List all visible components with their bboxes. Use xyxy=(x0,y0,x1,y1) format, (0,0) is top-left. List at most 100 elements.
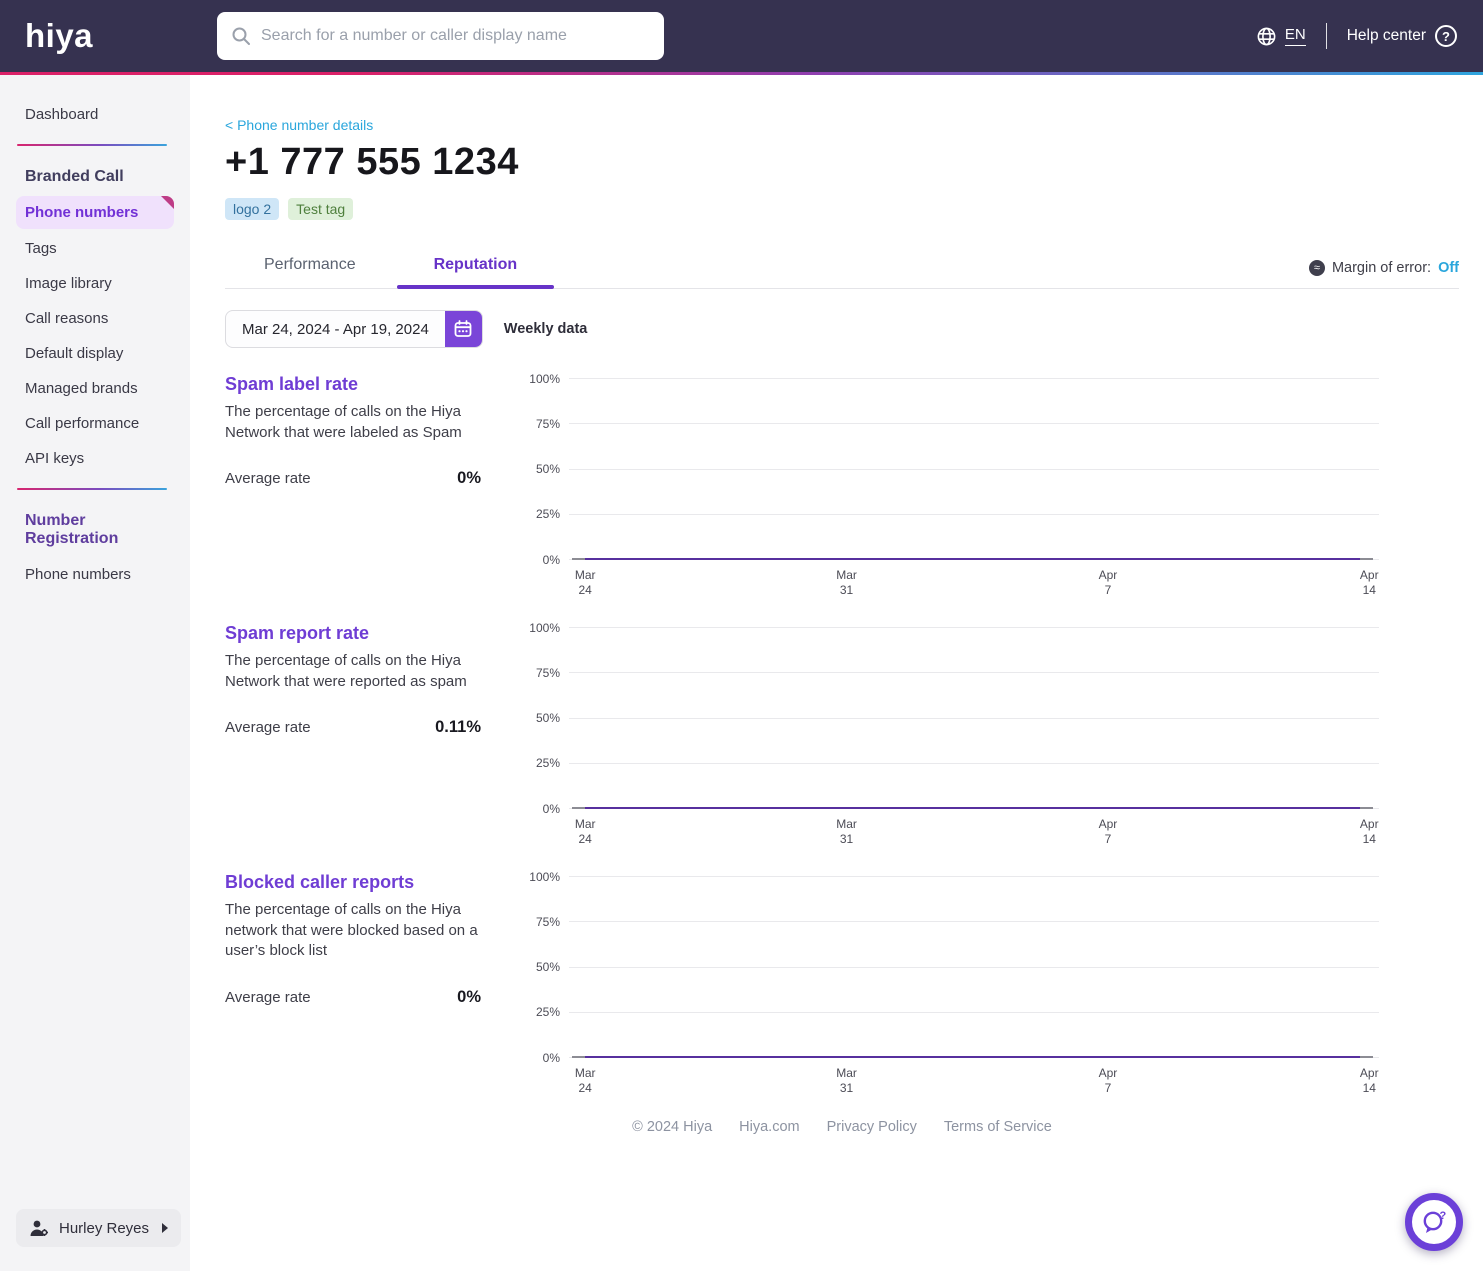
sidebar-item-call-performance[interactable]: Call performance xyxy=(0,406,190,441)
tab-reputation[interactable]: Reputation xyxy=(395,246,557,288)
x-axis-label: Apr14 xyxy=(1360,568,1379,598)
x-axis-label: Apr7 xyxy=(1099,1066,1118,1096)
x-axis-label: Apr7 xyxy=(1099,568,1118,598)
y-axis-label: 0% xyxy=(543,802,560,816)
gridline: 75% xyxy=(569,672,1379,673)
margin-of-error-toggle[interactable]: ≈ Margin of error: Off xyxy=(1309,260,1459,288)
x-axis-label: Apr14 xyxy=(1360,817,1379,847)
section-description: The percentage of calls on the Hiya Netw… xyxy=(225,651,481,692)
section-description: The percentage of calls on the Hiya netw… xyxy=(225,900,481,962)
y-axis-label: 100% xyxy=(529,621,560,635)
top-bar: hiya EN Help center ? xyxy=(0,0,1483,72)
gridline: 50% xyxy=(569,469,1379,470)
search-input[interactable] xyxy=(261,27,650,45)
average-rate-value: 0.11% xyxy=(435,718,481,737)
y-axis-label: 50% xyxy=(536,960,560,974)
gridline: 100% xyxy=(569,876,1379,877)
user-settings-icon xyxy=(29,1219,50,1238)
margin-of-error-label: Margin of error: xyxy=(1332,260,1431,276)
section-spam-label-rate: Spam label rate The percentage of calls … xyxy=(225,372,1459,559)
x-axis-label: Mar24 xyxy=(575,817,596,847)
report-sections: Spam label rate The percentage of calls … xyxy=(225,372,1459,1057)
date-range-value[interactable]: Mar 24, 2024 - Apr 19, 2024 xyxy=(226,311,445,347)
chart-blocked-caller-reports: 100%75%50%25%0%Mar24Mar31Apr7Apr14 xyxy=(569,870,1459,1057)
y-axis-label: 100% xyxy=(529,372,560,386)
tag-test-tag[interactable]: Test tag xyxy=(288,198,353,220)
chart-line xyxy=(572,807,1373,810)
sidebar-item-registration-phone-numbers[interactable]: Phone numbers xyxy=(0,557,190,592)
y-axis-label: 25% xyxy=(536,756,560,770)
x-axis-label: Mar31 xyxy=(836,568,857,598)
gridline: 100% xyxy=(569,627,1379,628)
sidebar-item-api-keys[interactable]: API keys xyxy=(0,441,190,476)
user-menu[interactable]: Hurley Reyes xyxy=(16,1209,181,1247)
page-title: +1 777 555 1234 xyxy=(225,141,1459,184)
language-selector[interactable]: EN xyxy=(1256,26,1306,47)
calendar-button[interactable] xyxy=(445,311,482,347)
expand-arrow-icon[interactable] xyxy=(162,1223,168,1233)
section-title: Spam report rate xyxy=(225,623,481,644)
gridline: 75% xyxy=(569,921,1379,922)
search-icon xyxy=(231,26,251,46)
tab-performance[interactable]: Performance xyxy=(225,246,395,288)
sidebar-heading-branded-call: Branded Call xyxy=(0,160,190,194)
gridline: 100% xyxy=(569,378,1379,379)
tab-bar: Performance Reputation ≈ Margin of error… xyxy=(225,246,1459,289)
header-actions: EN Help center ? xyxy=(1256,0,1457,72)
y-axis-label: 75% xyxy=(536,915,560,929)
language-label[interactable]: EN xyxy=(1285,26,1306,46)
date-controls: Mar 24, 2024 - Apr 19, 2024 Weekly data xyxy=(225,310,1459,348)
help-center-link[interactable]: Help center ? xyxy=(1347,25,1457,47)
x-axis-label: Mar31 xyxy=(836,1066,857,1096)
line-chart: 100%75%50%25%0%Mar24Mar31Apr7Apr14 xyxy=(569,378,1379,559)
sidebar-item-phone-numbers[interactable]: Phone numbers xyxy=(16,196,174,229)
sidebar-item-call-reasons[interactable]: Call reasons xyxy=(0,301,190,336)
y-axis-label: 0% xyxy=(543,553,560,567)
main-content: < Phone number details +1 777 555 1234 l… xyxy=(190,75,1483,1271)
sidebar-item-managed-brands[interactable]: Managed brands xyxy=(0,371,190,406)
y-axis-label: 25% xyxy=(536,507,560,521)
gridline: 50% xyxy=(569,718,1379,719)
gridline: 75% xyxy=(569,423,1379,424)
gridline: 25% xyxy=(569,1012,1379,1013)
y-axis-label: 0% xyxy=(543,1051,560,1065)
sidebar-item-default-display[interactable]: Default display xyxy=(0,336,190,371)
header-accent-bar xyxy=(0,72,1483,75)
chart-spam-report-rate: 100%75%50%25%0%Mar24Mar31Apr7Apr14 xyxy=(569,621,1459,808)
average-rate-label: Average rate xyxy=(225,719,311,736)
footer-link-terms-of-service[interactable]: Terms of Service xyxy=(944,1119,1052,1135)
section-spam-report-rate: Spam report rate The percentage of calls… xyxy=(225,621,1459,808)
x-axis-label: Mar24 xyxy=(575,1066,596,1096)
sidebar-item-dashboard[interactable]: Dashboard xyxy=(0,97,190,132)
y-axis-label: 50% xyxy=(536,462,560,476)
tag-logo-2[interactable]: logo 2 xyxy=(225,198,279,220)
header-divider xyxy=(1326,23,1327,49)
date-range-picker[interactable]: Mar 24, 2024 - Apr 19, 2024 xyxy=(225,310,483,348)
average-rate-label: Average rate xyxy=(225,989,311,1006)
sidebar-item-image-library[interactable]: Image library xyxy=(0,266,190,301)
margin-of-error-value[interactable]: Off xyxy=(1438,260,1459,276)
approx-circle-icon: ≈ xyxy=(1309,260,1325,276)
sidebar-heading-number-registration: Number Registration xyxy=(0,504,190,557)
chart-line xyxy=(572,558,1373,561)
hiya-logo[interactable]: hiya xyxy=(25,17,93,55)
average-rate-value: 0% xyxy=(457,469,481,488)
tag-row: logo 2 Test tag xyxy=(225,198,1459,220)
global-search xyxy=(217,12,664,60)
x-axis-label: Mar24 xyxy=(575,568,596,598)
calendar-icon xyxy=(453,319,473,339)
section-title: Blocked caller reports xyxy=(225,872,481,893)
footer-link-hiya-com[interactable]: Hiya.com xyxy=(739,1119,799,1135)
y-axis-label: 75% xyxy=(536,417,560,431)
y-axis-label: 25% xyxy=(536,1005,560,1019)
section-description: The percentage of calls on the Hiya Netw… xyxy=(225,402,481,443)
x-axis-label: Apr7 xyxy=(1099,817,1118,847)
support-chat-button[interactable]: ? xyxy=(1405,1193,1463,1251)
section-blocked-caller-reports: Blocked caller reports The percentage of… xyxy=(225,870,1459,1057)
footer-link-privacy-policy[interactable]: Privacy Policy xyxy=(827,1119,917,1135)
copyright-text: © 2024 Hiya xyxy=(632,1119,712,1135)
line-chart: 100%75%50%25%0%Mar24Mar31Apr7Apr14 xyxy=(569,627,1379,808)
breadcrumb-back-link[interactable]: < Phone number details xyxy=(225,117,1459,133)
y-axis-label: 50% xyxy=(536,711,560,725)
sidebar-item-tags[interactable]: Tags xyxy=(0,231,190,266)
